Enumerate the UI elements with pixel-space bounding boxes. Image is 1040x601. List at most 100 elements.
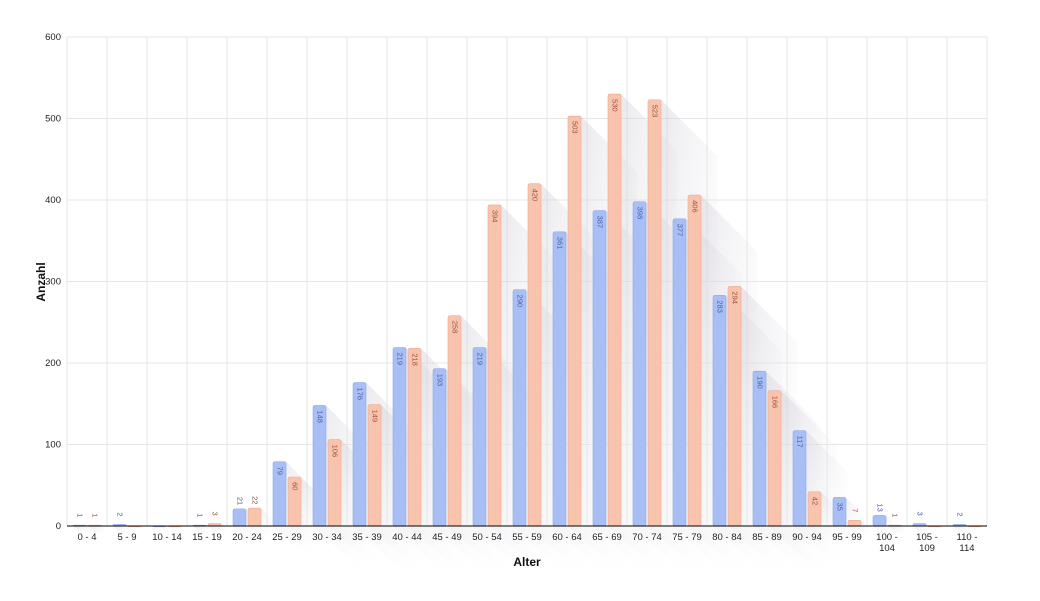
data-label: 3 — [916, 512, 925, 516]
x-tick-label: 45 - 49 — [432, 532, 462, 543]
bar-shadow — [193, 525, 215, 534]
bar-shadow — [113, 524, 135, 534]
data-label: 290 — [516, 295, 525, 308]
data-label: 398 — [636, 207, 645, 220]
data-label: 1 — [891, 513, 900, 517]
data-label: 117 — [796, 436, 805, 448]
bar — [367, 404, 382, 527]
data-label: 218 — [411, 353, 420, 366]
bar — [512, 289, 527, 527]
bar-shadow — [88, 525, 110, 534]
data-label: 1 — [196, 513, 205, 517]
bar — [392, 347, 407, 527]
bar — [687, 194, 702, 527]
data-label: 176 — [356, 388, 365, 401]
bar — [472, 347, 487, 527]
x-tick-label: 95 - 99 — [832, 532, 862, 543]
x-tick-label: 75 - 79 — [672, 532, 702, 543]
bar — [607, 93, 622, 527]
bar — [552, 231, 567, 527]
data-label: 2 — [956, 512, 965, 516]
bar — [247, 507, 262, 527]
x-tick-label: 85 - 89 — [752, 532, 782, 543]
data-label: 1 — [91, 513, 100, 517]
bar — [712, 295, 727, 527]
x-tick-label: 70 - 74 — [632, 532, 662, 543]
x-tick-label: 35 - 39 — [352, 532, 382, 543]
data-label: 2 — [116, 512, 125, 516]
x-tick-label: 65 - 69 — [592, 532, 622, 543]
data-label: 530 — [611, 99, 620, 112]
y-tick-label: 300 — [45, 277, 61, 288]
data-label: 503 — [571, 121, 580, 134]
data-label: 106 — [331, 445, 340, 458]
x-tick-label: 105 -109 — [916, 532, 938, 554]
x-tick-label: 0 - 4 — [77, 532, 96, 543]
bar — [407, 348, 422, 527]
data-label: 394 — [491, 210, 500, 223]
y-tick-label: 400 — [45, 195, 61, 206]
bar — [847, 519, 862, 527]
data-label: 258 — [451, 321, 460, 334]
x-tick-label: 55 - 59 — [512, 532, 542, 543]
x-tick-label: 10 - 14 — [152, 532, 182, 543]
y-tick-label: 600 — [45, 32, 61, 43]
data-label: 190 — [756, 376, 765, 389]
x-tick-label: 30 - 34 — [312, 532, 342, 543]
x-tick-label: 100 -104 — [876, 532, 898, 554]
x-axis-title: Alter — [513, 555, 541, 569]
data-label: 21 — [236, 497, 245, 505]
data-label: 294 — [731, 291, 740, 304]
bar-shadow — [73, 525, 95, 534]
data-label: 3 — [211, 512, 220, 516]
data-label: 523 — [651, 105, 660, 118]
data-label: 377 — [676, 224, 685, 237]
data-label: 361 — [556, 237, 565, 250]
bar — [647, 99, 662, 527]
bar-shadow — [953, 524, 975, 534]
bar — [352, 382, 367, 527]
x-tick-label: 25 - 29 — [272, 532, 302, 543]
data-label: 7 — [851, 508, 860, 512]
data-labels: 1 2 12179148176219193219290361387398377283… — [76, 99, 965, 517]
data-label: 420 — [531, 189, 540, 202]
bar — [567, 115, 582, 527]
axes: Alter Anzahl 0 100 200 300 400 500 600 0 - 4 5 -… — [34, 32, 987, 569]
data-label: 219 — [476, 353, 485, 366]
bar-shadow — [888, 525, 910, 534]
data-label: 35 — [836, 502, 845, 510]
data-label: 149 — [371, 410, 380, 423]
bar — [672, 218, 687, 527]
data-label: 1 — [76, 513, 85, 517]
data-label: 283 — [716, 300, 725, 313]
data-label: 60 — [291, 482, 300, 490]
x-tick-label: 60 - 64 — [552, 532, 582, 543]
bar — [632, 201, 647, 527]
bar — [767, 390, 782, 527]
x-tick-label: 80 - 84 — [712, 532, 742, 543]
data-label: 166 — [771, 396, 780, 409]
x-tick-label: 40 - 44 — [392, 532, 422, 543]
data-label: 148 — [316, 410, 325, 423]
bar — [312, 405, 327, 527]
y-tick-label: 0 — [56, 521, 61, 532]
data-label: 22 — [251, 496, 260, 504]
bar — [447, 315, 462, 527]
bar — [432, 368, 447, 527]
data-label: 42 — [811, 497, 820, 505]
x-tick-label: 110 -114 — [957, 532, 978, 554]
y-tick-label: 200 — [45, 358, 61, 369]
x-tick-label: 90 - 94 — [792, 532, 822, 543]
y-tick-label: 100 — [45, 440, 61, 451]
y-tick-label: 500 — [45, 114, 61, 125]
data-label: 193 — [436, 374, 445, 387]
bar — [527, 183, 542, 527]
bar — [487, 204, 502, 527]
y-axis-title: Anzahl — [34, 262, 48, 301]
bar — [232, 508, 247, 527]
x-tick-label: 20 - 24 — [232, 532, 262, 543]
data-label: 13 — [876, 503, 885, 511]
x-tick-label: 5 - 9 — [117, 532, 136, 543]
x-tick-label: 50 - 54 — [472, 532, 502, 543]
